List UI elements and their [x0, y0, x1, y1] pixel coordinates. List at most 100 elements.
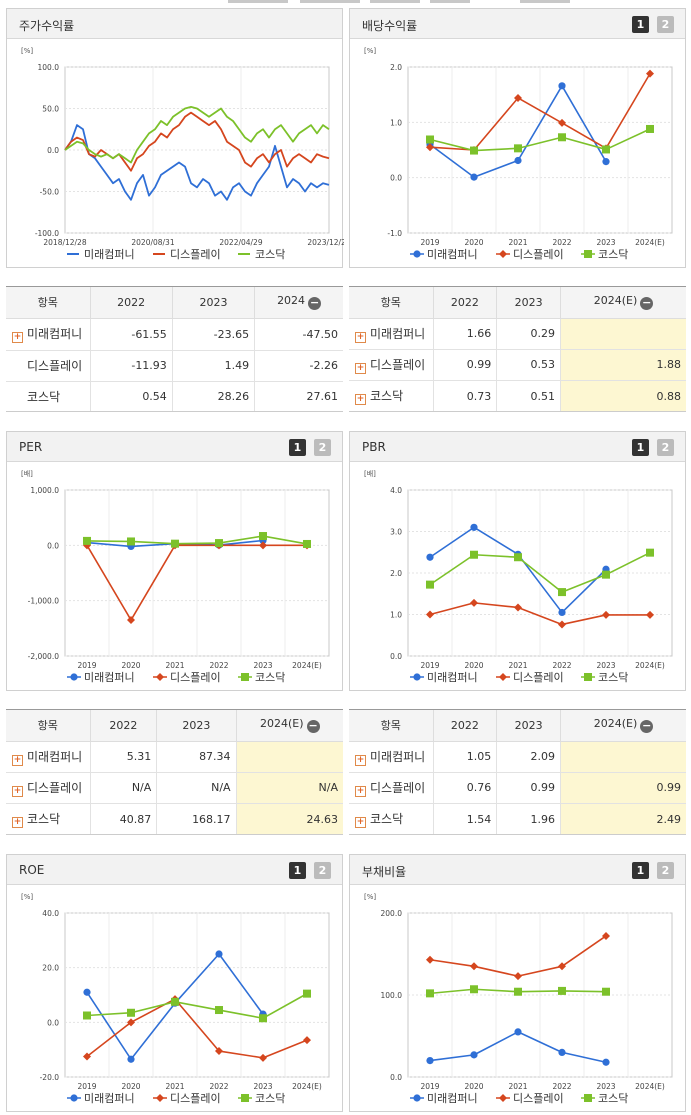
expand-icon[interactable]: + [12, 817, 23, 829]
page-1-button[interactable]: 1 [632, 16, 649, 33]
point-marker [558, 588, 566, 597]
expand-icon[interactable]: + [355, 331, 366, 343]
header-cell: 2023 [496, 710, 561, 742]
table-row: + 미래컴퍼니 5.31 87.34 [6, 741, 343, 773]
expand-icon[interactable]: + [12, 754, 23, 766]
point-marker [470, 598, 478, 607]
expand-icon[interactable]: + [12, 785, 23, 797]
point-marker [241, 673, 249, 681]
point-marker [127, 1008, 135, 1017]
series-line [64, 111, 330, 172]
value-cell: 1.05 [432, 741, 497, 773]
row-label: + 디스플레이 [349, 772, 433, 805]
series-line [429, 526, 607, 614]
row-label: + 코스닥 [349, 804, 433, 834]
point-marker [584, 673, 592, 681]
collapse-icon[interactable]: − [308, 296, 322, 311]
point-marker [646, 124, 654, 133]
header-cell: 2023 [496, 287, 561, 319]
table-row: 디스플레이 -11.93 1.49 -2.26 [6, 350, 343, 382]
expand-icon[interactable]: + [355, 817, 366, 829]
series-line [86, 535, 308, 545]
row-name: 코스닥 [370, 389, 404, 404]
point-marker [413, 250, 421, 258]
panel-title: PBR [362, 440, 386, 454]
page-1-button[interactable]: 1 [632, 862, 649, 879]
expand-icon[interactable]: + [355, 362, 366, 374]
expand-icon[interactable]: + [355, 754, 366, 766]
point-marker [470, 173, 478, 181]
axis-unit: [배] [364, 469, 376, 478]
x-tick-label: 2020 [121, 1082, 140, 1091]
page-2-button[interactable]: 2 [657, 862, 674, 879]
page-2-button[interactable]: 2 [314, 439, 331, 456]
page-2-button[interactable]: 2 [314, 862, 331, 879]
y-tick-label: 0.0 [390, 1073, 402, 1082]
y-tick-label: 1.0 [390, 611, 402, 620]
collapse-icon[interactable]: − [640, 719, 654, 734]
point-marker [215, 539, 223, 548]
point-marker [426, 955, 434, 964]
y-tick-label: 0.0 [47, 146, 59, 155]
x-tick-label: 2021 [508, 661, 527, 670]
stock-return-table: 항목 2022 2023 2024− + 미래컴퍼니 -61.55 -23.65 -47.50 디… [6, 286, 343, 412]
y-tick-label: -2,000.0 [28, 652, 60, 661]
pbr-chart: [배] 4.0 3.0 2.0 1.0 0.0 2019 2020 2021 2022 2023 20… [364, 469, 673, 684]
header-cell: 항목 [6, 710, 90, 742]
point-marker [241, 1094, 249, 1102]
page-1-button[interactable]: 1 [632, 439, 649, 456]
page-2-button[interactable]: 2 [657, 439, 674, 456]
collapse-icon[interactable]: − [640, 296, 654, 311]
point-marker [470, 146, 478, 155]
collapse-icon[interactable]: − [306, 719, 320, 734]
page-2-button[interactable]: 2 [657, 16, 674, 33]
page-1-button[interactable]: 1 [289, 862, 306, 879]
point-marker [558, 962, 566, 971]
page-1-button[interactable]: 1 [289, 439, 306, 456]
axis-unit: [%] [21, 893, 33, 901]
x-tick-label: 2020 [464, 661, 483, 670]
expand-icon[interactable]: + [355, 394, 366, 406]
header-cell: 2024(E) − [560, 710, 686, 742]
y-tick-label: 1,000.0 [30, 486, 59, 495]
table-row: + 코스닥 0.73 0.51 0.88 [349, 380, 686, 411]
y-tick-label: 2.0 [390, 569, 402, 578]
point-marker [215, 950, 223, 958]
column-header: 2024 [277, 294, 306, 308]
header-cell: 2022 [432, 710, 497, 742]
point-marker [646, 548, 654, 557]
point-marker [602, 1058, 610, 1066]
row-label: + 코스닥 [349, 381, 433, 411]
y-tick-label: 2.0 [390, 63, 402, 72]
expand-icon[interactable]: + [12, 332, 23, 344]
value-cell: 2.49 [560, 803, 686, 834]
column-header: 항목 [37, 719, 58, 733]
y-tick-label: 0.0 [47, 541, 59, 550]
column-header: 항목 [380, 719, 401, 733]
row-name: 코스닥 [27, 389, 61, 404]
x-tick-label: 2022 [552, 238, 571, 247]
point-marker [426, 1057, 434, 1065]
row-name: 디스플레이 [370, 780, 426, 795]
point-marker [303, 539, 311, 548]
y-tick-label: -50.0 [40, 188, 60, 197]
point-marker [514, 156, 522, 165]
x-tick-label: 2019 [420, 238, 439, 247]
header-cell: 항목 [349, 710, 433, 742]
value-cell: N/A [89, 772, 157, 805]
y-tick-label: 0.0 [390, 652, 402, 661]
pbr-table: 항목 2022 2023 2024(E) − + 미래컴퍼니 1.05 2.09 + 디스플레이 0.… [349, 709, 686, 835]
point-marker [558, 82, 566, 90]
legend-label: 코스닥 [255, 248, 285, 261]
point-marker [470, 523, 478, 531]
value-cell: -23.65 [171, 318, 255, 351]
stock-return-panel: 주가수익률 [%] 100.0 50.0 0.0 -50.0 -100.0 2018/12/… [6, 8, 344, 268]
expand-icon[interactable]: + [355, 785, 366, 797]
table-row: + 코스닥 40.87 168.17 24.63 [6, 803, 343, 834]
value-cell: 5.31 [89, 741, 157, 773]
roe-chart: [%] 40.0 20.0 0.0 -20.0 2019 2020 2021 2022 2023 2… [21, 893, 330, 1105]
axis-unit: [%] [364, 893, 376, 901]
column-header: 2022 [450, 295, 479, 309]
series-line [429, 1031, 607, 1064]
header-cell: 2024− [254, 287, 343, 319]
